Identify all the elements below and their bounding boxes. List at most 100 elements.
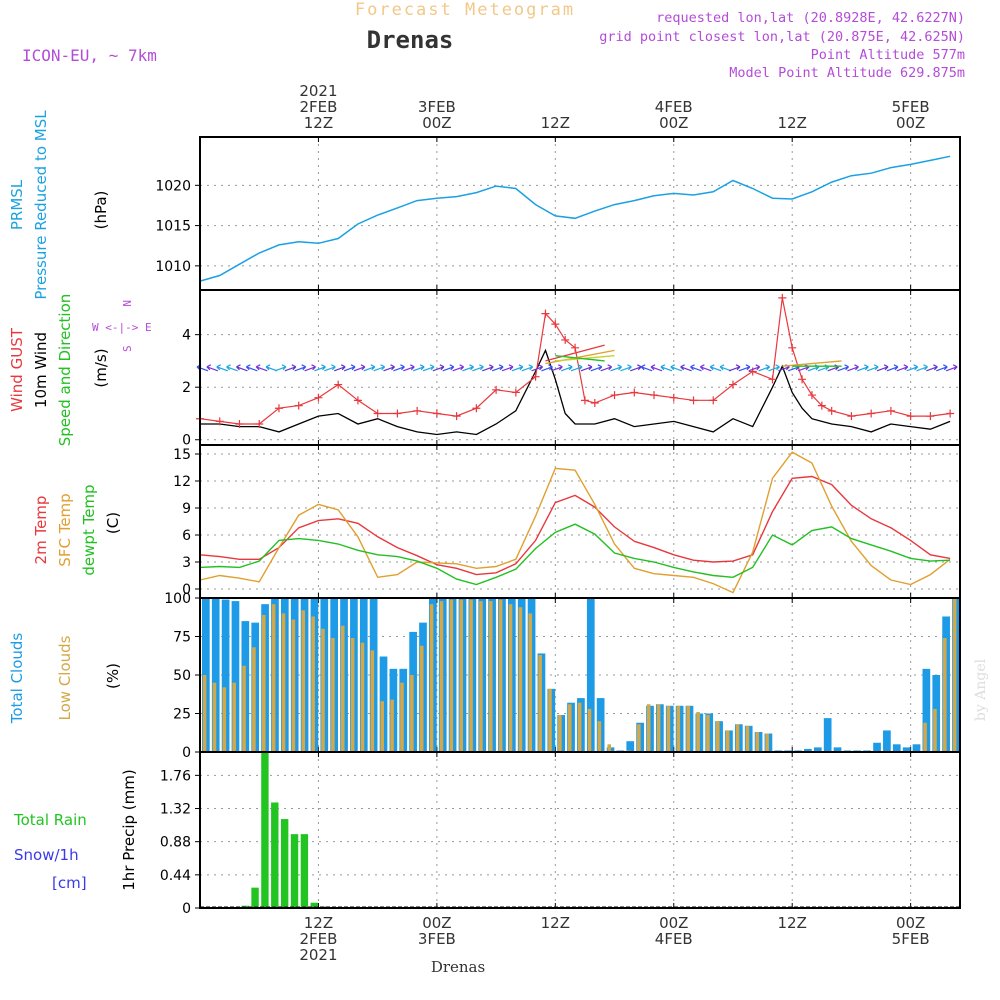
y-tick-label: 2	[182, 380, 191, 396]
low-cloud-bar	[419, 645, 424, 752]
wind-direction-arrow	[630, 364, 642, 372]
gust-marker	[353, 396, 362, 405]
gust-marker	[531, 372, 540, 381]
low-cloud-bar	[716, 721, 720, 752]
low-cloud-bar	[933, 708, 937, 752]
total-clouds-label: Total Clouds	[8, 633, 26, 725]
y-tick-label: 25	[173, 707, 191, 723]
wind-gust-label: Wind GUST	[8, 327, 26, 412]
low-cloud-bar	[410, 675, 414, 752]
y-tick-label: 6	[182, 528, 191, 544]
total-cloud-bar	[902, 747, 911, 752]
low-cloud-bar	[340, 625, 345, 752]
y-tick-label: 0	[182, 582, 191, 598]
y-tick-label: 50	[173, 668, 191, 684]
wind-direction-arrow	[847, 364, 859, 372]
gust-marker	[807, 391, 816, 400]
gust-marker	[235, 419, 244, 428]
low-cloud-bar	[489, 601, 493, 752]
dewpt-label: dewpt Temp	[80, 484, 98, 575]
low-cloud-bar	[469, 599, 473, 752]
gust-marker	[778, 293, 787, 302]
low-cloud-bar	[538, 654, 542, 752]
gust-marker	[728, 380, 737, 389]
low-cloud-bar	[765, 733, 769, 752]
bottom-time-label: 12Z	[304, 914, 333, 932]
dewpoint-line	[199, 523, 951, 586]
low-cloud-bar	[558, 715, 562, 752]
low-clouds-label: Low Clouds	[56, 635, 74, 720]
wind-direction-arrow	[560, 364, 573, 372]
wind-direction-arrow	[600, 364, 613, 372]
wind-direction-arrow	[876, 364, 889, 372]
wind-direction-arrow	[758, 364, 771, 372]
point-altitude: Point Altitude 577m	[811, 47, 965, 63]
low-cloud-bar	[567, 704, 572, 752]
bottom-station-label: Drenas	[431, 958, 485, 976]
gust-marker	[590, 398, 599, 407]
wind-direction-arrow	[837, 364, 849, 372]
wind-direction-arrow	[906, 364, 919, 372]
requested-coords: requested lon,lat (20.8928E, 42.6227N)	[656, 10, 965, 26]
low-cloud-bar	[587, 708, 592, 752]
compass-s: S	[121, 345, 134, 352]
low-cloud-bar	[528, 613, 533, 752]
total-cloud-bar	[804, 748, 812, 752]
low-cloud-bar	[943, 638, 947, 752]
y-tick-label: 1.76	[160, 768, 191, 784]
gust-marker	[827, 406, 836, 415]
low-cloud-bar	[725, 730, 730, 752]
gust-marker	[314, 393, 323, 402]
low-cloud-bar	[607, 744, 612, 752]
gust-marker	[551, 320, 560, 329]
low-cloud-bar	[271, 604, 276, 752]
rain-bar	[271, 802, 279, 908]
wind-direction-arrow	[690, 364, 702, 372]
gust-marker	[274, 404, 283, 413]
total-rain-label: Total Rain	[13, 811, 87, 829]
total-cloud-bar	[883, 730, 891, 752]
top-time-label: 12Z	[541, 114, 570, 132]
wind-direction-arrow	[670, 364, 682, 372]
y-tick-label: 12	[173, 474, 191, 490]
gust-marker	[867, 409, 876, 418]
gridpoint-coords: grid point closest lon,lat (20.875E, 42.…	[599, 29, 965, 45]
wind-direction-arrow	[541, 364, 553, 372]
wind-direction-arrow	[206, 364, 219, 372]
y-tick-label: 3	[182, 555, 191, 571]
gust-marker	[413, 406, 422, 415]
wind-direction-arrow	[422, 364, 435, 372]
total-cloud-bar	[873, 742, 881, 752]
wind-direction-arrow	[936, 364, 948, 372]
wind-direction-arrow	[748, 364, 761, 372]
wind-direction-arrow	[926, 364, 938, 372]
low-cloud-bar	[646, 704, 651, 752]
low-cloud-bar	[479, 601, 483, 752]
wind-direction-arrow	[857, 364, 869, 372]
top-time-label: 3FEB	[418, 98, 456, 116]
gust-marker	[926, 412, 935, 421]
gust-marker	[511, 388, 520, 397]
gust-marker	[571, 343, 580, 352]
bottom-time-label: 4FEB	[655, 930, 693, 948]
wind-direction-arrow	[245, 364, 258, 372]
gust-marker	[817, 401, 826, 410]
gust-marker	[580, 396, 589, 405]
y-tick-label: 15	[173, 447, 191, 463]
low-cloud-bar	[291, 619, 296, 752]
top-time-label: 2021	[299, 82, 337, 100]
low-cloud-bar	[666, 705, 671, 752]
bottom-time-label: 00Z	[659, 914, 688, 932]
gust-marker	[215, 417, 224, 426]
wind-direction-arrow	[531, 364, 544, 372]
wind-direction-arrow	[353, 364, 366, 372]
wind-direction-arrow	[709, 364, 722, 372]
low-cloud-bar	[755, 731, 760, 752]
wind-direction-arrow	[719, 364, 732, 372]
wind-direction-arrow	[432, 364, 445, 372]
rain-bar	[280, 819, 289, 908]
snow-label: Snow/1h	[14, 846, 79, 864]
y-tick-label: 0	[182, 433, 191, 449]
